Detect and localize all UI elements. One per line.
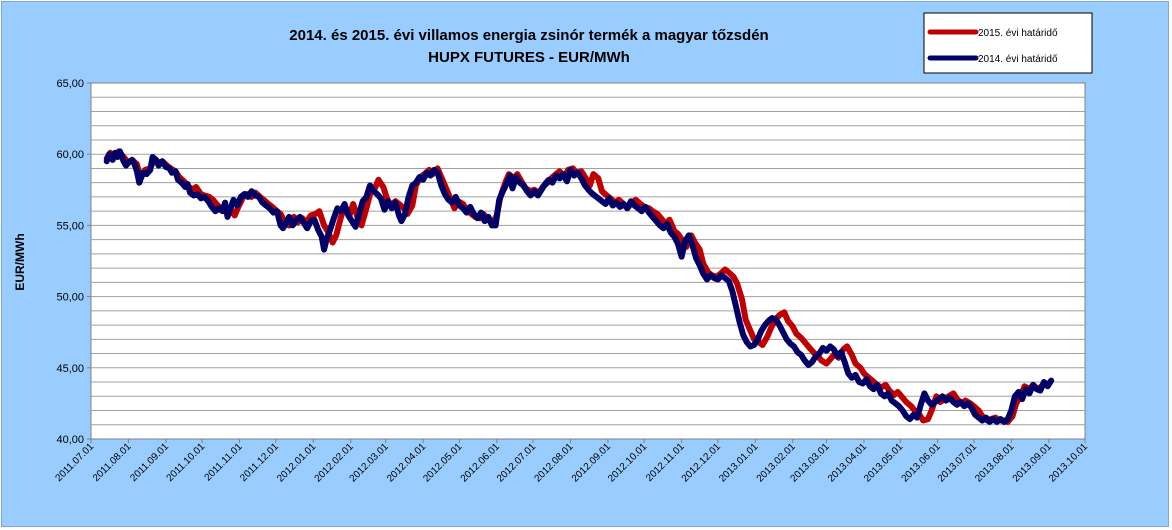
y-tick-label: 65,00	[56, 78, 84, 90]
x-tick-label: 2011.10.01	[165, 441, 208, 484]
legend-label-2015: 2015. évi határidő	[978, 28, 1058, 39]
legend: 2015. évi határidő 2014. évi határidő	[923, 12, 1093, 74]
y-tick-label: 60,00	[56, 149, 84, 161]
y-tick-label: 50,00	[56, 292, 84, 304]
x-tick-label: 2012.07.01	[495, 441, 538, 484]
y-tick-label: 40,00	[56, 434, 84, 446]
x-tick-label: 2012.12.01	[680, 441, 723, 484]
x-tick-label: 2012.05.01	[421, 441, 464, 484]
legend-label-2014: 2014. évi határidő	[978, 54, 1058, 65]
x-tick-label: 2013.10.01	[1047, 441, 1090, 484]
x-tick-label: 2012.01.01	[275, 441, 318, 484]
chart-title: 2014. és 2015. évi villamos energia zsin…	[289, 27, 768, 44]
y-tick-label: 45,00	[56, 363, 84, 375]
x-tick-label: 2012.08.01	[532, 441, 575, 484]
series-layer	[103, 148, 1055, 425]
x-tick-label: 2013.01.01	[717, 441, 760, 484]
chart-subtitle: HUPX FUTURES - EUR/MWh	[428, 49, 630, 66]
x-tick-label: 2013.05.01	[862, 441, 905, 484]
x-tick-label: 2013.08.01	[973, 441, 1016, 484]
y-tick-label: 55,00	[56, 220, 84, 232]
x-tick-label: 2012.10.01	[606, 441, 649, 484]
x-tick-label: 2013.07.01	[936, 441, 979, 484]
series-line-1	[103, 148, 1055, 425]
x-tick-label: 2011.07.01	[53, 441, 96, 484]
x-tick-label: 2011.08.01	[91, 441, 134, 484]
legend-box	[923, 12, 1093, 74]
plot-area	[90, 82, 1086, 440]
y-axis-label: EUR/MWh	[13, 233, 27, 290]
